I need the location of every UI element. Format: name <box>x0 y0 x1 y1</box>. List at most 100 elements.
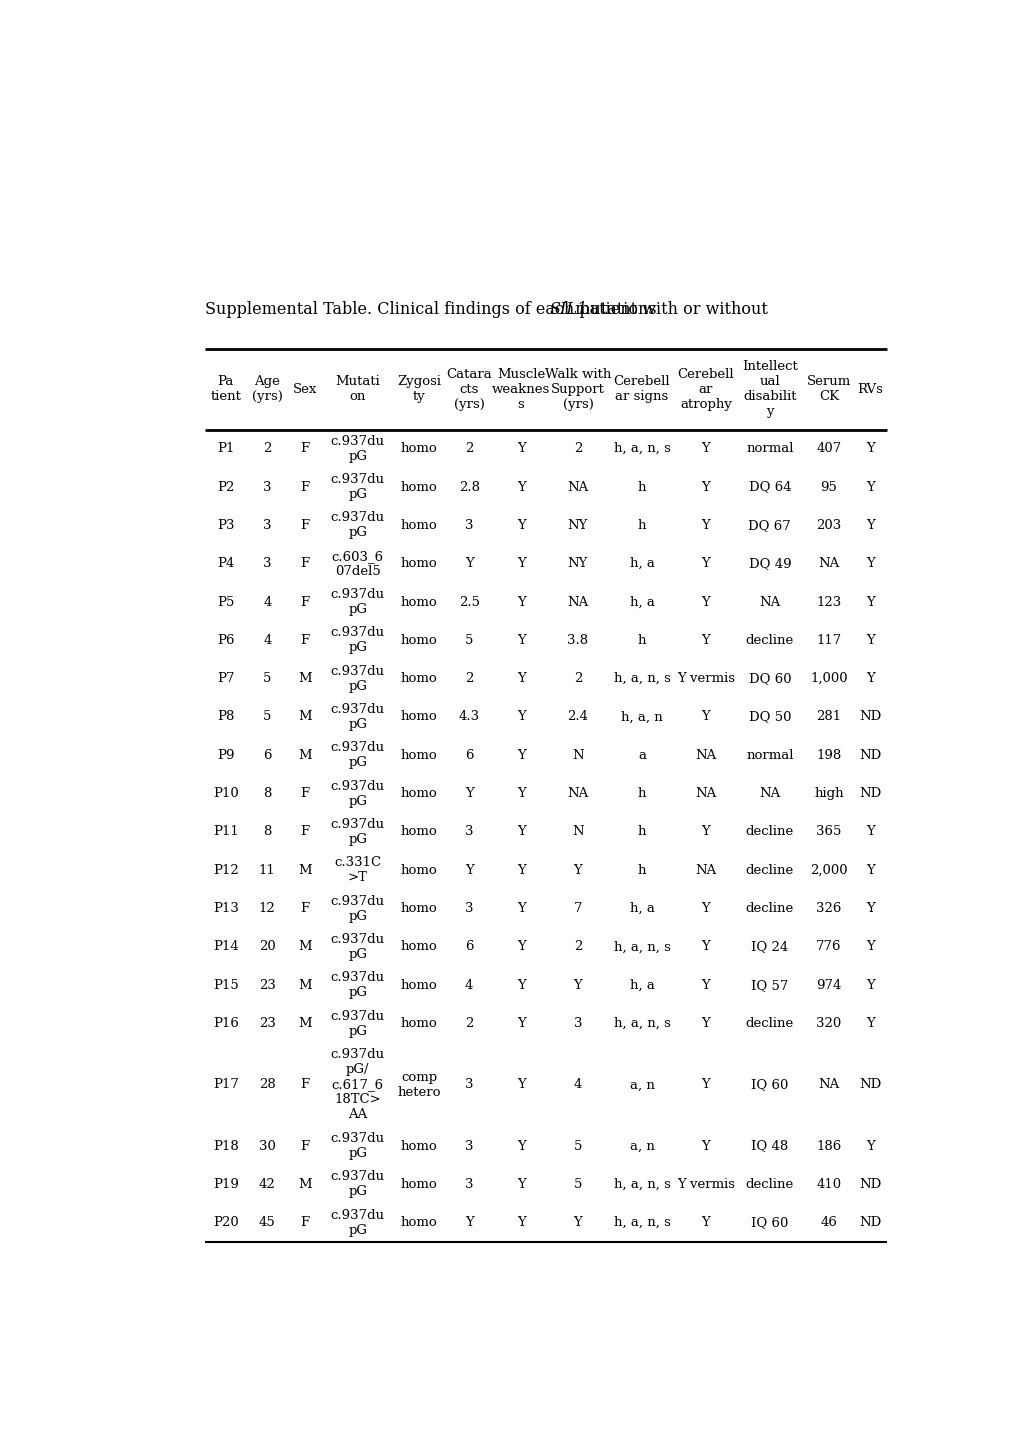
Text: M: M <box>298 864 311 877</box>
Text: Y: Y <box>865 519 874 532</box>
Text: 4: 4 <box>263 633 271 646</box>
Text: F: F <box>300 1078 309 1091</box>
Text: M: M <box>298 1177 311 1190</box>
Text: NA: NA <box>567 786 588 799</box>
Text: h: h <box>637 786 646 799</box>
Text: NA: NA <box>695 749 715 762</box>
Text: homo: homo <box>400 442 437 455</box>
Text: homo: homo <box>400 1017 437 1030</box>
Text: M: M <box>298 672 311 685</box>
Text: P2: P2 <box>217 481 234 494</box>
Text: N: N <box>572 825 583 838</box>
Text: DQ 64: DQ 64 <box>748 481 791 494</box>
Text: ND: ND <box>858 710 880 723</box>
Text: c.937du
pG: c.937du pG <box>330 587 384 616</box>
Text: homo: homo <box>400 978 437 991</box>
Text: 3: 3 <box>465 1177 473 1190</box>
Text: Y: Y <box>865 442 874 455</box>
Text: Y: Y <box>701 825 709 838</box>
Text: NA: NA <box>567 481 588 494</box>
Text: F: F <box>300 825 309 838</box>
Text: 2: 2 <box>263 442 271 455</box>
Text: a: a <box>637 749 645 762</box>
Text: Sex: Sex <box>292 382 317 395</box>
Text: DQ 50: DQ 50 <box>748 710 791 723</box>
Text: Y: Y <box>517 442 525 455</box>
Text: Y: Y <box>517 596 525 609</box>
Text: ND: ND <box>858 1216 880 1229</box>
Text: 28: 28 <box>259 1078 275 1091</box>
Text: Walk with
Support
(yrs): Walk with Support (yrs) <box>544 368 610 411</box>
Text: 407: 407 <box>815 442 841 455</box>
Text: 2: 2 <box>574 941 582 954</box>
Text: Y: Y <box>701 481 709 494</box>
Text: Y: Y <box>865 941 874 954</box>
Text: M: M <box>298 710 311 723</box>
Text: h, a, n, s: h, a, n, s <box>612 941 669 954</box>
Text: homo: homo <box>400 519 437 532</box>
Text: Y: Y <box>865 825 874 838</box>
Text: Serum
CK: Serum CK <box>806 375 850 403</box>
Text: F: F <box>300 557 309 570</box>
Text: Y: Y <box>865 864 874 877</box>
Text: NA: NA <box>817 557 839 570</box>
Text: c.603_6
07del5: c.603_6 07del5 <box>331 550 383 577</box>
Text: 2.4: 2.4 <box>567 710 588 723</box>
Text: homo: homo <box>400 557 437 570</box>
Text: c.937du
pG: c.937du pG <box>330 779 384 808</box>
Text: 2: 2 <box>465 442 473 455</box>
Text: h, a, n: h, a, n <box>621 710 662 723</box>
Text: h, a: h, a <box>629 596 654 609</box>
Text: Y: Y <box>865 557 874 570</box>
Text: 2.5: 2.5 <box>459 596 479 609</box>
Text: 5: 5 <box>574 1140 582 1153</box>
Text: Y: Y <box>517 672 525 685</box>
Text: P11: P11 <box>213 825 238 838</box>
Text: 11: 11 <box>259 864 275 877</box>
Text: NY: NY <box>568 557 588 570</box>
Text: h, a: h, a <box>629 557 654 570</box>
Text: c.937du
pG: c.937du pG <box>330 1170 384 1199</box>
Text: NA: NA <box>567 596 588 609</box>
Text: 3: 3 <box>465 519 473 532</box>
Text: decline: decline <box>745 633 793 646</box>
Text: 186: 186 <box>815 1140 841 1153</box>
Text: homo: homo <box>400 902 437 915</box>
Text: homo: homo <box>400 786 437 799</box>
Text: Zygosi
ty: Zygosi ty <box>397 375 441 403</box>
Text: 5: 5 <box>465 633 473 646</box>
Text: Y: Y <box>517 825 525 838</box>
Text: homo: homo <box>400 481 437 494</box>
Text: c.937du
pG: c.937du pG <box>330 473 384 501</box>
Text: c.937du
pG: c.937du pG <box>330 971 384 999</box>
Text: P8: P8 <box>217 710 234 723</box>
Text: ND: ND <box>858 786 880 799</box>
Text: a, n: a, n <box>629 1140 654 1153</box>
Text: Y: Y <box>865 481 874 494</box>
Text: Y: Y <box>701 633 709 646</box>
Text: decline: decline <box>745 1017 793 1030</box>
Text: Y: Y <box>701 519 709 532</box>
Text: 2,000: 2,000 <box>809 864 847 877</box>
Text: Y: Y <box>573 1216 582 1229</box>
Text: P19: P19 <box>213 1177 238 1190</box>
Text: h, a, n, s: h, a, n, s <box>612 442 669 455</box>
Text: homo: homo <box>400 1177 437 1190</box>
Text: comp
hetero: comp hetero <box>397 1071 440 1098</box>
Text: 30: 30 <box>259 1140 275 1153</box>
Text: h: h <box>637 633 646 646</box>
Text: 4: 4 <box>465 978 473 991</box>
Text: F: F <box>300 1216 309 1229</box>
Text: 410: 410 <box>815 1177 841 1190</box>
Text: Y vermis: Y vermis <box>677 1177 734 1190</box>
Text: 2.8: 2.8 <box>459 481 479 494</box>
Text: ND: ND <box>858 1078 880 1091</box>
Text: Y: Y <box>517 710 525 723</box>
Text: P7: P7 <box>217 672 234 685</box>
Text: P20: P20 <box>213 1216 238 1229</box>
Text: P16: P16 <box>213 1017 238 1030</box>
Text: 3: 3 <box>263 481 271 494</box>
Text: 3: 3 <box>465 902 473 915</box>
Text: Y: Y <box>865 902 874 915</box>
Text: 3: 3 <box>573 1017 582 1030</box>
